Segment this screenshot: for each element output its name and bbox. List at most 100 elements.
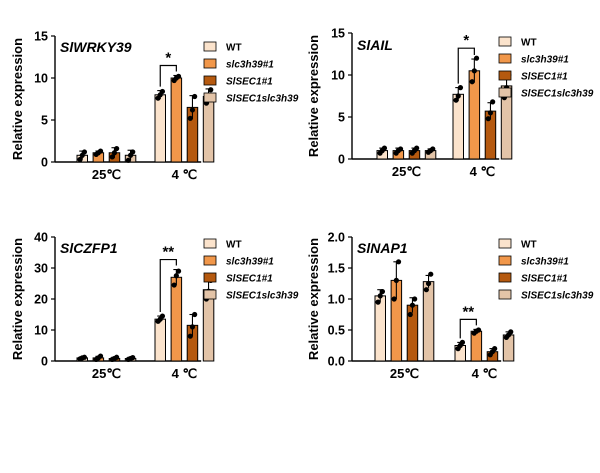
data-point [114, 145, 120, 152]
y-tick-label: 10 [331, 69, 345, 83]
data-point [508, 329, 514, 335]
chart-title: SlAIL [357, 37, 393, 53]
data-point [192, 93, 198, 100]
legend-label: WT [521, 38, 537, 49]
data-point [409, 302, 416, 308]
y-tick-label: 15 [34, 30, 48, 44]
data-point [423, 287, 429, 293]
chart-title: SlNAP1 [357, 240, 408, 256]
legend-label: SlSEC1#1 [226, 77, 273, 88]
data-point [412, 296, 418, 302]
bar-wt [154, 318, 166, 362]
legend-swatch [203, 238, 217, 249]
y-tick-label: 0 [41, 156, 48, 170]
legend-swatch [498, 87, 512, 98]
data-point [192, 311, 198, 318]
y-axis-title: Relative expression [306, 35, 321, 157]
data-point [430, 146, 436, 152]
legend-swatch [203, 289, 217, 300]
bar-wt [452, 93, 464, 160]
data-point [81, 354, 88, 360]
data-point [425, 280, 432, 287]
data-point [407, 311, 413, 318]
data-point [475, 327, 482, 333]
data-point [455, 93, 461, 99]
data-point [457, 85, 464, 91]
data-point [97, 353, 104, 359]
data-point [395, 259, 402, 265]
data-point [173, 273, 179, 279]
data-point [109, 154, 115, 160]
y-tick-label: 0.5 [328, 324, 345, 338]
legend-label: SlSEC1slc3h39 [521, 291, 594, 302]
legend-label: slc3h39#1 [226, 257, 274, 268]
data-point [469, 79, 475, 85]
panel-slwrky39: 0 5 10 15 Relative expression SlWRKY39 25℃ 4 ℃ *… [10, 30, 299, 183]
x-tick-label: 25℃ [392, 164, 421, 179]
data-point [130, 149, 136, 155]
legend-swatch [203, 272, 217, 283]
data-point [375, 299, 381, 305]
significance-label: ** [162, 244, 174, 261]
legend-swatch [203, 41, 217, 52]
data-point [208, 87, 214, 93]
significance-bracket [159, 64, 177, 87]
data-point [453, 97, 459, 103]
x-tick-label: 25℃ [92, 366, 121, 381]
data-point [379, 288, 386, 295]
data-point [81, 149, 88, 155]
data-point [189, 107, 196, 113]
bar-slc3h39-1 [170, 276, 183, 362]
y-tick-label: 15 [331, 27, 345, 41]
data-point [125, 157, 131, 163]
y-tick-label: 5 [41, 114, 48, 128]
y-tick-label: 2.0 [328, 231, 345, 245]
legend-label: slc3h39#1 [521, 55, 569, 66]
data-point [159, 88, 166, 95]
data-point [381, 145, 388, 151]
bar-slc3h39-1 [468, 70, 481, 160]
legend-swatch [498, 238, 512, 249]
bar-slc3h39-1 [470, 330, 483, 362]
y-axis-title: Relative expression [10, 38, 25, 160]
legend-label: slc3h39#1 [226, 60, 274, 71]
bar-slsec1slc3h39 [422, 281, 435, 362]
legend-label: SlSEC1#1 [226, 274, 273, 285]
data-point [428, 271, 434, 277]
bar-wt [154, 94, 166, 163]
data-point [473, 55, 480, 61]
data-point [175, 73, 182, 79]
legend-label: SlSEC1#1 [521, 274, 568, 285]
data-point [414, 145, 420, 151]
significance-bracket [159, 258, 177, 313]
panel-slczfp1: 0 10 20 30 40 Relative expression SlCZFP1 25℃ 4 … [10, 231, 299, 382]
significance-label: * [463, 32, 469, 49]
legend-swatch [498, 289, 512, 300]
x-tick-label: 4 ℃ [172, 366, 197, 381]
significance-bracket [459, 318, 477, 339]
legend-swatch [498, 36, 512, 47]
data-point [159, 313, 166, 319]
data-point [397, 146, 404, 152]
legend-label: WT [226, 240, 242, 251]
legend-swatch [498, 70, 512, 81]
y-tick-label: 0.0 [328, 355, 345, 369]
data-point [459, 339, 466, 345]
y-tick-label: 20 [34, 293, 48, 307]
panel-slnap1: 0.0 0.5 1.0 1.5 2.0 Relative expression SlNAP1… [306, 231, 594, 382]
legend-label: SlSEC1slc3h39 [521, 89, 594, 100]
legend-swatch [203, 75, 217, 86]
legend-swatch [498, 255, 512, 266]
y-axis-title: Relative expression [306, 238, 321, 360]
data-point [391, 296, 397, 302]
y-axis-title: Relative expression [10, 238, 25, 360]
y-tick-label: 0 [41, 355, 48, 369]
significance-label: ** [462, 303, 474, 320]
x-tick-label: 25℃ [390, 366, 419, 381]
legend-swatch [203, 92, 217, 103]
data-point [187, 115, 193, 121]
data-point [492, 346, 498, 352]
data-point [130, 354, 136, 361]
x-tick-label: 25℃ [92, 167, 121, 182]
